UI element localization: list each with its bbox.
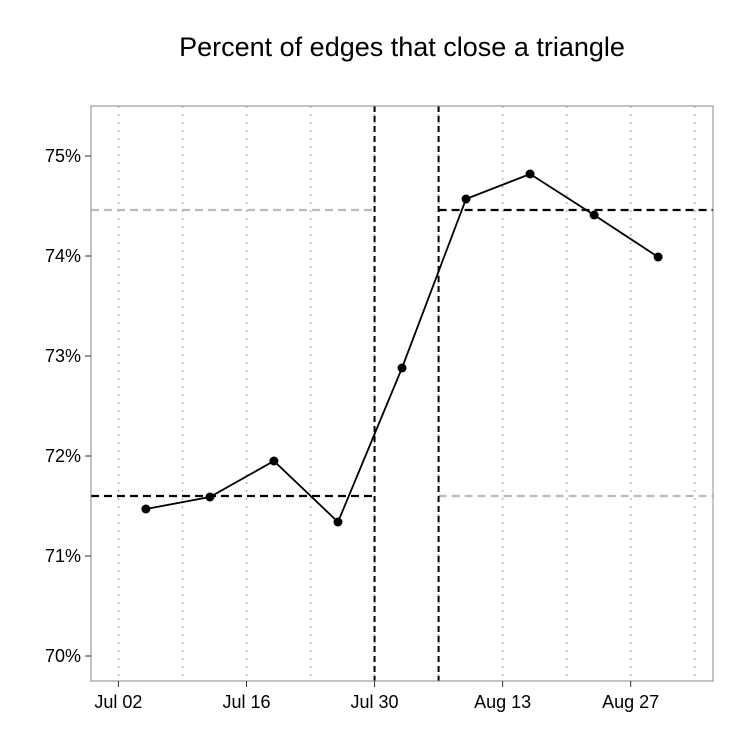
plot-area: 70% 71% 72% 73% 74% 75% Jul 02 Jul 16 Jul 30 Aug …	[45, 105, 714, 712]
plot-frame	[90, 105, 714, 682]
x-tick-label: Jul 02	[94, 692, 142, 712]
y-tick-label: 72%	[45, 446, 81, 466]
data-point	[653, 252, 663, 262]
y-tick-label: 71%	[45, 546, 81, 566]
y-tick-label: 73%	[45, 346, 81, 366]
x-tick-label: Aug 13	[474, 692, 531, 712]
data-point	[461, 194, 471, 204]
data-point	[397, 363, 407, 373]
data-point	[589, 210, 599, 220]
y-tick-label: 70%	[45, 646, 81, 666]
x-tick-label: Jul 16	[222, 692, 270, 712]
data-point	[269, 456, 279, 466]
series-line	[145, 172, 659, 524]
x-tick-label: Jul 30	[351, 692, 399, 712]
data-point	[141, 504, 151, 514]
y-tick-label: 74%	[45, 246, 81, 266]
data-point	[525, 169, 535, 179]
chart-title: Percent of edges that close a triangle	[179, 32, 625, 62]
x-tick-label: Aug 27	[602, 692, 659, 712]
data-point	[333, 517, 343, 527]
data-point	[205, 492, 215, 502]
y-tick-label: 75%	[45, 146, 81, 166]
